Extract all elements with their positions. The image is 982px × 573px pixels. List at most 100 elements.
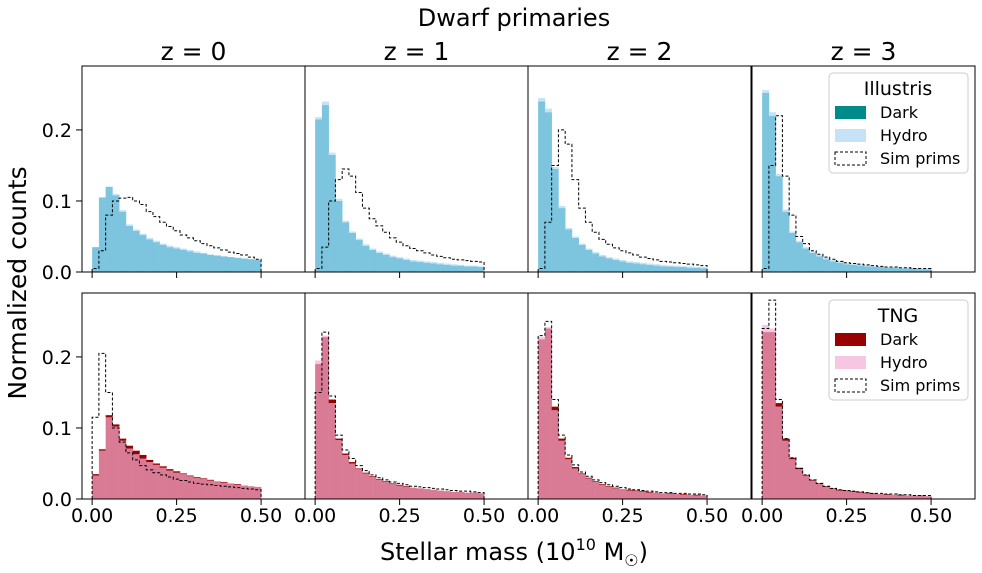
- bar-overlap: [200, 479, 208, 499]
- bar-overlap: [789, 232, 797, 272]
- bar-overlap: [342, 454, 350, 499]
- bar-dark: [917, 495, 925, 497]
- bar-overlap: [571, 237, 579, 272]
- bar-overlap: [585, 249, 593, 272]
- panel-frame: [527, 65, 752, 273]
- bar-overlap: [92, 475, 100, 499]
- legend-title: TNG: [877, 305, 919, 327]
- bar-hydro: [321, 335, 329, 338]
- bar-overlap: [686, 494, 694, 499]
- bar-hydro: [342, 220, 350, 223]
- legends-group: Illustris Dark Hydro Sim prims TNG Dark Hydro S…: [828, 72, 969, 401]
- bar-overlap: [254, 259, 262, 272]
- bar-hydro: [625, 261, 634, 263]
- bar-hydro: [653, 264, 661, 266]
- bar-overlap: [917, 496, 925, 499]
- bar-dark: [693, 494, 701, 496]
- x-tick-label: 0.25: [601, 505, 643, 527]
- bar-dark: [598, 484, 607, 485]
- bar-overlap: [551, 169, 559, 272]
- bar-overlap: [457, 491, 465, 499]
- bar-dark: [369, 476, 377, 477]
- bar-overlap: [179, 249, 188, 272]
- bar-dark: [207, 479, 215, 481]
- bar-overlap: [863, 493, 871, 499]
- bar-overlap: [457, 265, 465, 272]
- bar-hydro: [544, 108, 552, 113]
- bar-overlap: [423, 489, 431, 499]
- bar-hydro: [146, 237, 154, 240]
- x-tick-label: 0.00: [517, 505, 559, 527]
- legend-0: Illustris Dark Hydro Sim prims: [828, 72, 969, 174]
- bar-overlap: [625, 490, 634, 499]
- bar-overlap: [592, 253, 600, 272]
- bar-overlap: [98, 197, 106, 272]
- bar-overlap: [646, 264, 654, 272]
- bar-dark: [173, 471, 181, 473]
- bar-overlap: [565, 229, 573, 272]
- bar-overlap: [315, 364, 323, 499]
- bar-overlap: [890, 494, 898, 499]
- bar-hydro: [680, 266, 688, 268]
- bar-dark: [870, 493, 878, 495]
- bar-dark: [119, 438, 127, 441]
- legend-swatch-sim: [834, 151, 867, 166]
- bar-overlap: [612, 259, 620, 272]
- bar-overlap: [904, 495, 912, 499]
- bar-dark: [112, 424, 120, 427]
- bar-overlap: [470, 492, 478, 499]
- bar-overlap: [146, 462, 154, 499]
- bar-hydro: [578, 243, 586, 246]
- bar-overlap: [829, 489, 837, 499]
- bar-dark: [666, 493, 674, 495]
- bar-overlap: [653, 265, 661, 272]
- bar-dark: [98, 449, 106, 451]
- bar-overlap: [775, 176, 783, 272]
- bar-hydro: [870, 265, 878, 268]
- bar-hydro: [598, 254, 607, 257]
- bar-overlap: [362, 245, 370, 272]
- bar-hydro: [200, 252, 208, 254]
- bar-dark: [375, 479, 384, 480]
- bar-overlap: [396, 258, 404, 272]
- bar-overlap: [659, 266, 667, 272]
- bar-hydro: [849, 263, 858, 265]
- bar-overlap: [220, 256, 228, 272]
- bar-hydro: [450, 264, 458, 266]
- bar-hydro: [538, 337, 546, 340]
- sim-prims-step-line: [314, 168, 485, 272]
- bar-hydro: [457, 264, 465, 266]
- bar-overlap: [409, 487, 417, 499]
- bar-overlap: [463, 492, 471, 499]
- bar-overlap: [605, 258, 613, 272]
- bar-overlap: [443, 491, 451, 499]
- bar-hydro: [639, 262, 647, 265]
- legend-swatch-hydro: [835, 129, 866, 142]
- x-tick-label: 0.25: [155, 505, 197, 527]
- bar-hydro: [659, 264, 667, 267]
- bar-overlap: [430, 489, 438, 499]
- legend-label: Hydro: [880, 126, 928, 145]
- x-axis-label-exponent: 10: [576, 535, 596, 554]
- bar-overlap: [186, 476, 194, 499]
- bar-hydro: [119, 210, 127, 212]
- bar-hydro: [775, 173, 783, 177]
- bar-hydro: [829, 259, 837, 262]
- bar-dark: [396, 484, 404, 486]
- bar-overlap: [328, 403, 336, 499]
- bar-hydro: [890, 267, 898, 268]
- bar-overlap: [877, 267, 885, 272]
- bar-overlap: [924, 269, 932, 272]
- bar-overlap: [856, 492, 864, 499]
- bar-overlap: [619, 489, 627, 499]
- bar-overlap: [463, 266, 471, 272]
- bar-overlap: [416, 488, 424, 499]
- bar-hydro: [605, 257, 613, 259]
- panel-4: 0.0 0.1 0.2 0.00 0.25 0.50: [42, 292, 306, 527]
- bar-overlap: [666, 494, 674, 499]
- bar-overlap: [612, 488, 620, 499]
- bar-overlap: [686, 267, 694, 272]
- bar-overlap: [578, 474, 586, 499]
- bar-overlap: [680, 494, 688, 499]
